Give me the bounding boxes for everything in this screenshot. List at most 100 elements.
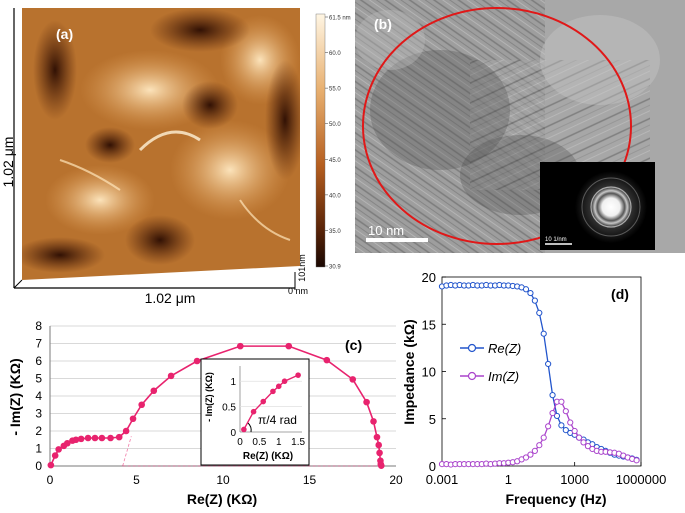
bode-y-tick: 5 — [429, 412, 436, 427]
afm-y-size-label: 1.02 μm — [0, 137, 16, 188]
panel-a-label: (a) — [56, 26, 73, 42]
nyquist-point — [167, 372, 175, 380]
inset-point — [295, 372, 301, 378]
bode-point — [545, 423, 552, 430]
colorbar-tick-label: 60.0 — [329, 51, 341, 57]
nyquist-point — [129, 415, 137, 423]
inset-x-tick: 0 — [237, 437, 243, 448]
legend-marker-im — [467, 371, 477, 381]
afm-colorbar-ticks: 61.5 nm 60.0 55.0 50.0 45.0 40.0 35.0 30.9 — [325, 16, 351, 271]
bode-y-tick: 10 — [422, 365, 436, 380]
inset-x-tick: 0.5 — [252, 437, 266, 448]
bode-point — [562, 426, 569, 434]
nyquist-point — [84, 434, 92, 442]
bode-point — [531, 297, 538, 304]
nyquist-point — [377, 462, 385, 469]
nyquist-point — [122, 427, 130, 435]
bode-point — [558, 422, 565, 429]
nyquist-point — [55, 446, 62, 453]
bode-point — [545, 360, 552, 368]
inset-y-tick: 0.5 — [222, 403, 236, 414]
nyquist-point — [237, 342, 244, 350]
inset-point — [241, 426, 247, 433]
bode-point — [553, 412, 561, 420]
nyquist-point — [64, 439, 71, 447]
inset-point — [260, 398, 267, 405]
bode-point — [531, 447, 538, 454]
bode-series — [438, 281, 640, 468]
bode-point — [575, 434, 583, 441]
bode-point — [584, 443, 592, 450]
afm-colorbar — [315, 13, 326, 268]
legend-im-label: Im(Z) — [488, 369, 519, 384]
bode-point — [549, 392, 556, 399]
afm-z-scale-label: 101nm — [297, 254, 307, 282]
nyquist-x-label: Re(Z) (KΩ) — [187, 491, 257, 507]
bode-x-label: Frequency (Hz) — [505, 491, 606, 507]
colorbar-tick-label: 45.0 — [329, 158, 341, 164]
nyquist-x-tick: 20 — [389, 473, 403, 487]
inset-point — [275, 383, 282, 390]
panel-a-afm: (a) 1.02 μm 1.02 μm 101nm 0 nm 61.5 nm 60… — [0, 8, 351, 306]
inset-y-tick: 1 — [230, 377, 236, 388]
bode-x-tick: 1000 — [560, 472, 589, 487]
nyquist-point — [375, 441, 383, 449]
nyquist-point — [150, 387, 158, 395]
inset-y-tick: 0 — [230, 428, 236, 439]
nyquist-y-tick: 0 — [35, 459, 42, 473]
inset-angle-annotation: π/4 rad — [258, 413, 297, 427]
tem-highlight-circle — [362, 7, 632, 245]
inset-angle-arc — [247, 422, 252, 433]
nyquist-y-tick: 1 — [35, 442, 42, 456]
nyquist-point — [323, 356, 331, 364]
saed-diffraction-pattern — [575, 171, 647, 243]
bode-point — [558, 398, 565, 405]
nyquist-point — [285, 342, 293, 350]
colorbar-tick-label: 30.9 — [329, 265, 341, 271]
bode-point — [567, 419, 574, 426]
inset-x-tick: 1.5 — [291, 437, 305, 448]
nyquist-point — [107, 434, 114, 442]
colorbar-tick-label: 61.5 nm — [329, 16, 351, 22]
bode-point — [527, 451, 534, 458]
legend-re-label: Re(Z) — [488, 341, 521, 356]
bode-y-tick: 20 — [422, 270, 436, 285]
inset-x-label: Re(Z) (KΩ) — [243, 451, 293, 462]
nyquist-y-tick: 5 — [35, 372, 42, 386]
nyquist-y-tick: 6 — [35, 354, 42, 368]
bode-point — [522, 454, 530, 461]
nyquist-point — [51, 452, 59, 459]
inset-point — [250, 408, 257, 415]
nyquist-point — [72, 436, 80, 444]
panel-b-label: (b) — [374, 16, 392, 32]
nyquist-y-tick: 8 — [35, 319, 42, 333]
bode-point — [527, 289, 534, 297]
colorbar-tick-label: 55.0 — [329, 87, 341, 93]
bode-point — [536, 309, 543, 317]
bode-legend: Re(Z) Im(Z) — [460, 341, 521, 384]
nyquist-point — [363, 398, 370, 406]
bode-x-tick: 1000000 — [616, 472, 667, 487]
nyquist-y-label: - Im(Z) (KΩ) — [7, 358, 23, 435]
bode-point — [540, 330, 547, 337]
colorbar-tick-label: 50.0 — [329, 122, 341, 128]
nyquist-point — [370, 418, 377, 425]
tem-scale-label: 10 nm — [368, 223, 404, 238]
nyquist-series — [47, 342, 385, 469]
afm-x-size-label: 1.02 μm — [145, 290, 196, 306]
bode-plot-area — [441, 276, 642, 467]
afm-image — [22, 8, 300, 280]
nyquist-x-tick: 5 — [133, 473, 140, 487]
bode-x-tick: 0.001 — [426, 472, 459, 487]
inset-point — [281, 378, 288, 385]
nyquist-y-tick: 4 — [35, 389, 42, 403]
nyquist-x-tick: 10 — [216, 473, 230, 487]
bode-point — [536, 442, 543, 449]
panel-b-tem: (b) 10 nm 10 1/nm — [355, 0, 685, 253]
nyquist-point — [349, 376, 357, 383]
nyquist-y-tick: 7 — [35, 337, 42, 351]
nyquist-x-tick: 15 — [303, 473, 317, 487]
panel-d-label: (d) — [611, 286, 629, 302]
